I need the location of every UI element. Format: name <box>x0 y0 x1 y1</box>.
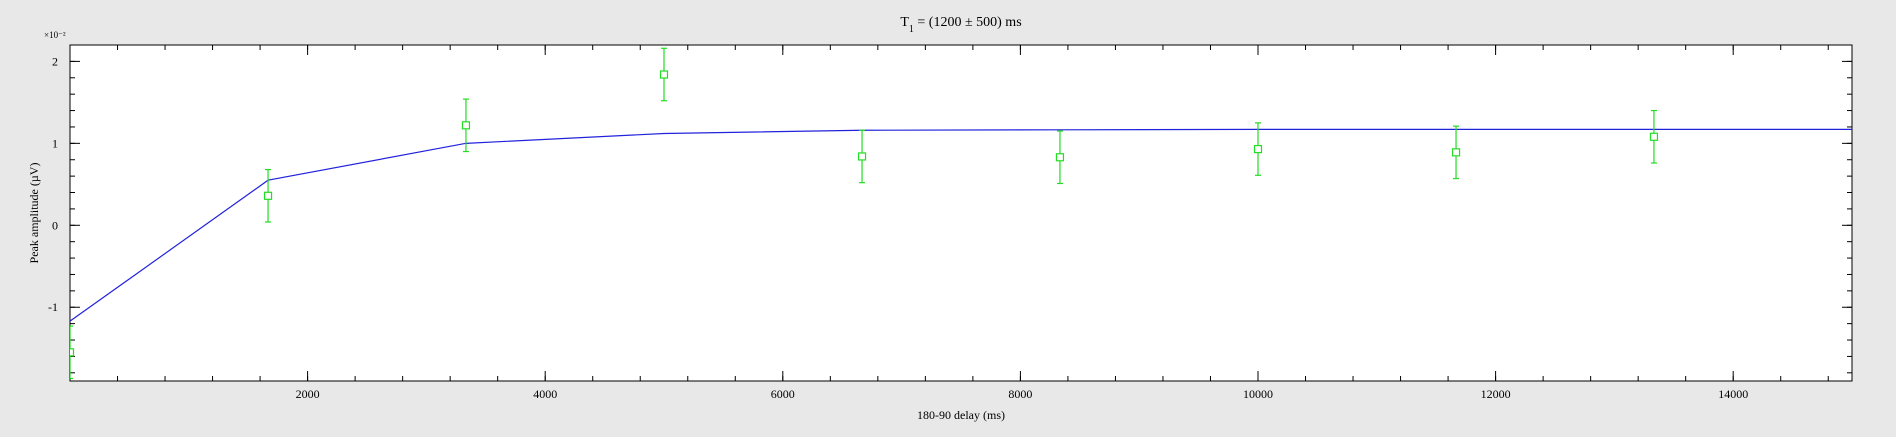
x-tick-label: 4000 <box>533 387 557 401</box>
data-point <box>857 129 867 184</box>
data-points <box>70 47 1659 380</box>
x-tick-label: 12000 <box>1481 387 1511 401</box>
data-point <box>70 325 75 380</box>
x-tick-label: 8000 <box>1008 387 1032 401</box>
point-marker <box>1253 144 1263 154</box>
point-marker <box>70 348 75 357</box>
point-marker <box>263 191 273 200</box>
x-tick-label: 6000 <box>771 387 795 401</box>
y-tick-label: -1 <box>48 300 58 314</box>
x-tick-label: 14000 <box>1718 387 1748 401</box>
y-tick-label: 1 <box>52 136 58 150</box>
axis-ticks <box>70 45 1852 381</box>
title-suffix: = (1200 ± 500) ms <box>914 15 1022 30</box>
point-marker <box>857 152 867 161</box>
x-tick-label: 2000 <box>296 387 320 401</box>
title-prefix: T <box>900 15 909 30</box>
data-point <box>461 98 471 153</box>
x-tick-labels: 2000 4000 6000 8000 10000 12000 14000 <box>296 387 1749 401</box>
plot-area <box>69 44 1853 382</box>
point-marker <box>461 121 471 130</box>
y-scale-multiplier: ×10⁻² <box>44 30 66 40</box>
y-tick-label: 2 <box>52 54 58 68</box>
data-point <box>1649 109 1659 164</box>
x-axis-label: 180-90 delay (ms) <box>917 408 1005 422</box>
fit-curve <box>69 128 1852 322</box>
data-point <box>1253 122 1263 176</box>
point-marker <box>1055 153 1065 162</box>
y-tick-label: 0 <box>52 218 58 232</box>
x-tick-label: 10000 <box>1243 387 1273 401</box>
y-axis-label: Peak amplitude (µV) <box>27 163 41 264</box>
point-marker <box>1649 132 1659 141</box>
data-point <box>263 168 273 223</box>
data-point <box>1055 130 1065 185</box>
chart-title: T1 = (1200 ± 500) ms <box>900 15 1021 35</box>
fit-line <box>69 128 1852 322</box>
y-tick-labels: -1 0 1 2 <box>48 54 58 314</box>
point-marker <box>1451 148 1461 157</box>
point-marker <box>659 70 669 79</box>
title-subscript: 1 <box>909 24 914 35</box>
data-point <box>659 47 669 102</box>
data-point <box>1451 125 1461 180</box>
